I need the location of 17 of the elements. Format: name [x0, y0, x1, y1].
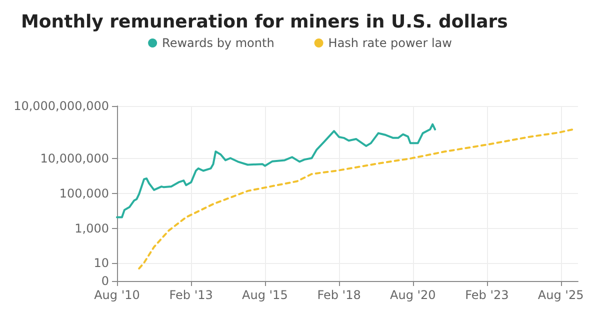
x-tick-label: Feb '13 [169, 288, 213, 302]
y-tick-label: 10,000,000 [40, 152, 109, 166]
x-tick-label: Aug '10 [94, 288, 140, 302]
x-tick-label: Aug '15 [242, 288, 288, 302]
y-tick-label: 10 [94, 256, 109, 270]
chart-title: Monthly remuneration for miners in U.S. dollars [21, 12, 508, 32]
legend-label: Rewards by month [162, 36, 274, 50]
x-tick-label: Feb '18 [317, 288, 361, 302]
y-tick-label: 10,000,000,000 [14, 99, 109, 113]
y-tick-label: 100,000 [59, 186, 109, 200]
y-tick-label: 1,000 [74, 221, 109, 236]
x-tick-label: Aug '20 [390, 288, 436, 302]
x-tick-label: Feb '23 [465, 288, 509, 302]
x-tick-label: Aug '25 [538, 288, 584, 302]
y-tick-label: 0 [101, 274, 109, 288]
line-series [116, 123, 436, 218]
legend-label: Hash rate power law [328, 36, 452, 50]
